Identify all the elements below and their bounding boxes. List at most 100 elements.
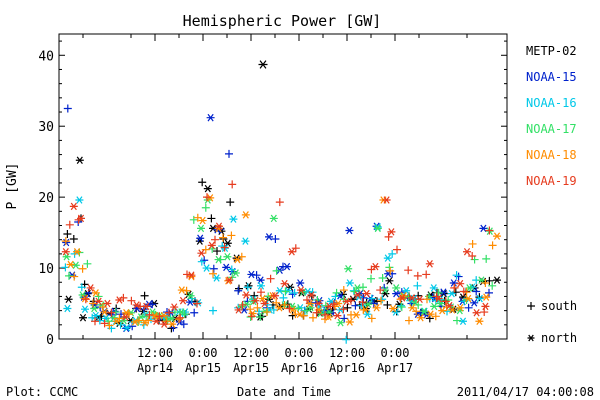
data-point-south [70,272,79,281]
data-point-north [425,260,434,268]
data-point-south [165,308,173,317]
data-point-north [66,260,75,269]
data-point-north [179,296,187,305]
data-point-south [148,300,157,309]
data-point-north [345,318,354,326]
data-point-south [65,220,74,229]
data-point-north [363,310,372,318]
series-noaa-18 [61,194,501,330]
data-point-north [383,254,392,262]
data-point-north [257,282,265,290]
data-point-north [280,279,289,288]
data-point-south [367,294,376,303]
data-point-north [103,299,112,308]
data-point-north [295,310,304,318]
data-point-north [415,295,424,304]
data-point-south [95,316,104,325]
data-point-south [243,283,252,292]
data-point-north [353,291,362,299]
data-point-south [111,308,120,317]
data-point-north [345,226,354,235]
data-point-south [388,249,397,258]
data-point-south [180,310,189,319]
data-point-north [242,291,251,299]
data-point-north [197,249,206,257]
x-axis-label: Date and Time [237,385,331,399]
data-point-north [429,284,438,292]
data-point-south [358,298,367,307]
data-point-south [234,286,243,295]
y-tick-label: 10 [38,262,54,277]
data-point-south [219,233,227,242]
data-point-north [69,202,78,211]
data-point-south [213,247,221,256]
data-point-north [202,264,211,272]
data-point-south [155,312,164,321]
data-point-south [198,178,207,187]
data-point-north [438,306,447,315]
data-point-south [83,259,92,268]
data-point-south [412,307,421,316]
data-point-north [371,262,380,271]
data-point-north [244,282,253,290]
data-point-south [339,286,348,295]
data-point-north [241,237,250,245]
data-point-south [279,293,288,302]
data-point-north [419,307,428,316]
data-point-south [347,296,355,305]
data-point-south [459,287,468,296]
data-point-north [416,313,425,322]
data-point-north [402,287,411,295]
data-point-south [383,300,392,309]
data-point-north [79,313,87,322]
data-point-south [452,271,461,280]
data-point-north [445,301,454,310]
series-noaa-16 [61,196,484,344]
symbol-label: south [541,299,577,313]
data-point-south [163,308,171,317]
data-point-south [369,299,378,308]
data-point-south [266,274,275,283]
data-point-south [272,298,281,307]
legend: METP-02 NOAA-15 NOAA-16 NOAA-17 NOAA-18 NOAA-… [526,44,577,188]
data-point-south [100,319,109,328]
data-point-south [69,234,78,243]
data-point-south [422,270,431,279]
y-tick-label: 0 [46,333,54,348]
data-point-south [321,310,329,319]
data-point-south [140,291,149,300]
data-point-north [131,318,139,326]
x-tick-date-label: Apr16 [329,361,365,375]
data-point-north [373,224,382,233]
data-point-south [264,292,273,301]
data-point-south [332,288,341,297]
data-point-north [75,196,84,204]
y-axis-label: P [GW] [5,163,20,210]
data-point-south [441,297,450,306]
y-tick-label: 40 [38,49,54,64]
data-point-south [488,241,497,250]
x-tick-time-label: 12:00 [329,346,365,360]
symbol-label: north [541,331,577,345]
data-point-north [231,269,240,277]
data-point-south [237,252,246,261]
data-point-north [372,304,381,312]
data-point-south [144,316,153,325]
data-point-south [94,292,103,301]
data-point-south [226,198,235,207]
data-point-north [447,289,456,298]
data-points [61,60,501,344]
data-point-north [77,214,85,223]
y-axis: 0 10 20 30 40 [38,40,507,348]
data-point-north [296,279,305,287]
data-point-south [91,317,99,326]
data-point-south [350,287,359,296]
legend-entry: NOAA-15 [526,70,577,84]
data-point-south [74,215,83,224]
data-point-north [196,234,205,243]
data-point-south [119,293,128,302]
data-point-south [272,266,281,275]
data-point-south [386,266,395,275]
y-tick-label: 30 [38,120,54,135]
data-point-north [333,311,342,320]
